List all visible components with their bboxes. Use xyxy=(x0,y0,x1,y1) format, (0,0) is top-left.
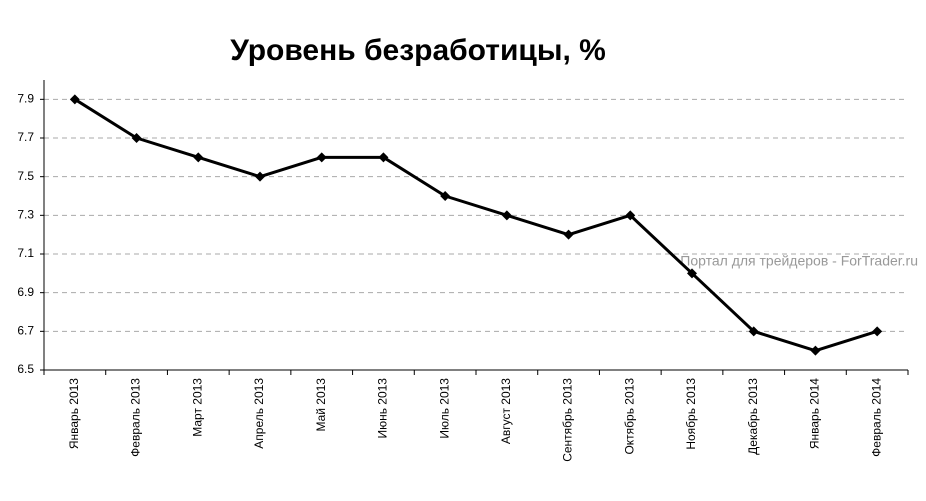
x-tick-label: Январь 2013 xyxy=(67,378,81,449)
marker xyxy=(501,210,512,221)
line xyxy=(74,98,878,353)
y-tick-label: 7.9 xyxy=(17,92,34,106)
x-tick-label: Май 2013 xyxy=(314,378,328,432)
marker xyxy=(316,152,327,163)
marker xyxy=(872,326,883,337)
marker xyxy=(810,345,821,356)
marker xyxy=(687,268,697,279)
x-tick-label: Декабрь 2013 xyxy=(746,378,760,455)
marker xyxy=(625,210,636,221)
x-tick-label: Апрель 2013 xyxy=(252,378,266,449)
x-tick-label: Февраль 2014 xyxy=(869,378,883,457)
x-tick-label: Июнь 2013 xyxy=(376,378,390,439)
marker xyxy=(255,171,265,182)
y-tick-label: 7.1 xyxy=(17,246,34,260)
marker xyxy=(193,152,204,163)
marker xyxy=(440,191,451,201)
x-tick-label: Август 2013 xyxy=(499,378,513,444)
marker xyxy=(69,94,80,105)
watermark: Портал для трейдеров - ForTrader.ru xyxy=(680,253,918,269)
marker xyxy=(563,229,574,240)
y-tick-label: 7.3 xyxy=(17,208,34,222)
chart-title: Уровень безработицы, % xyxy=(230,34,606,67)
x-tick-label: Февраль 2013 xyxy=(129,378,143,457)
marker xyxy=(131,133,142,143)
x-tick-label: Январь 2014 xyxy=(808,378,822,449)
y-tick-label: 6.7 xyxy=(17,324,34,338)
x-tick-label: Октябрь 2013 xyxy=(622,378,636,455)
x-tick-label: Март 2013 xyxy=(190,378,204,437)
x-tick-label: Ноябрь 2013 xyxy=(684,378,698,450)
y-tick-label: 6.5 xyxy=(17,362,34,376)
y-tick-label: 7.7 xyxy=(17,130,34,144)
y-tick-label: 6.9 xyxy=(17,285,34,299)
y-tick-label: 7.5 xyxy=(17,169,34,183)
x-tick-label: Сентябрь 2013 xyxy=(561,378,575,462)
x-tick-label: Июль 2013 xyxy=(437,378,451,439)
marker xyxy=(748,326,759,337)
marker xyxy=(378,152,389,163)
